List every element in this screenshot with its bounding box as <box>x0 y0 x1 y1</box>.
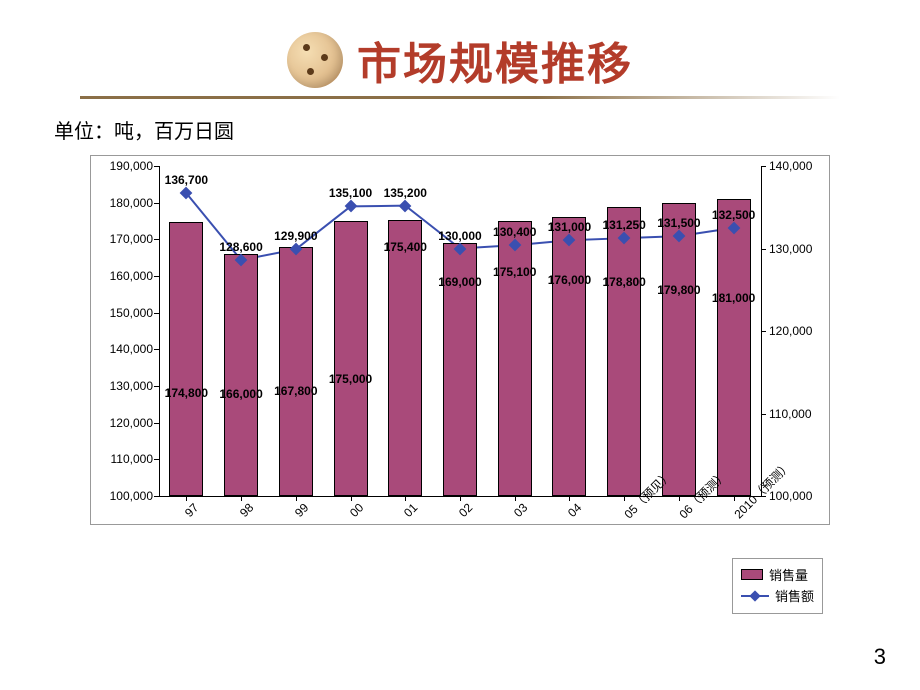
line-value-label: 130,400 <box>493 225 536 239</box>
bar-value-label: 179,800 <box>657 283 700 297</box>
chart-bar <box>552 217 586 496</box>
x-axis-category-label: 99 <box>292 501 311 520</box>
legend-swatch-line <box>741 590 769 602</box>
x-axis-category-label: 98 <box>237 501 256 520</box>
title-row: 市场规模推移 <box>0 0 920 92</box>
right-axis-tick-label: 110,000 <box>769 407 812 421</box>
left-axis-tick-label: 120,000 <box>110 416 153 430</box>
x-axis-category-label: 00 <box>347 501 366 520</box>
chart-plot-area: 174,800 136,700 166,000 128,600 167,800 129,9… <box>159 166 761 496</box>
line-value-label: 131,250 <box>602 218 645 232</box>
chart-bar <box>169 222 203 496</box>
line-value-label: 132,500 <box>712 208 755 222</box>
bar-value-label: 175,000 <box>329 372 372 386</box>
left-axis-tick-label: 180,000 <box>110 196 153 210</box>
x-axis-category-label: 03 <box>511 501 530 520</box>
legend-label-bar: 销售量 <box>769 565 808 584</box>
right-axis-tick-label: 120,000 <box>769 324 812 338</box>
right-axis-tick-label: 130,000 <box>769 242 812 256</box>
x-axis-category-label: 01 <box>401 501 420 520</box>
chart-container: 174,800 136,700 166,000 128,600 167,800 129,9… <box>90 155 830 525</box>
legend-series-line: 销售额 <box>741 586 814 605</box>
line-value-label: 135,200 <box>384 186 427 200</box>
chart-bar <box>717 199 751 496</box>
line-value-label: 128,600 <box>219 240 262 254</box>
chart-bar <box>498 221 532 496</box>
bar-value-label: 181,000 <box>712 291 755 305</box>
page-title: 市场规模推移 <box>357 28 633 92</box>
right-axis-tick-label: 140,000 <box>769 159 812 173</box>
line-value-label: 131,500 <box>657 216 700 230</box>
bar-value-label: 166,000 <box>219 387 262 401</box>
title-underline <box>80 96 840 99</box>
line-value-label: 136,700 <box>165 173 208 187</box>
line-value-label: 131,000 <box>548 220 591 234</box>
bar-value-label: 175,100 <box>493 265 536 279</box>
chart-bar <box>224 254 258 496</box>
left-axis-tick-label: 160,000 <box>110 269 153 283</box>
line-value-label: 135,100 <box>329 186 372 200</box>
chart-bar <box>334 221 368 496</box>
left-axis-tick-label: 140,000 <box>110 342 153 356</box>
left-axis-tick-label: 130,000 <box>110 379 153 393</box>
line-value-label: 129,900 <box>274 229 317 243</box>
legend-label-line: 销售额 <box>775 586 814 605</box>
bar-value-label: 176,000 <box>548 273 591 287</box>
right-axis-tick-label: 100,000 <box>769 489 812 503</box>
bar-value-label: 175,400 <box>384 240 427 254</box>
x-axis-category-label: 04 <box>565 501 584 520</box>
chart-bar <box>607 207 641 496</box>
chart-legend: 销售量 销售额 <box>732 558 823 614</box>
bar-value-label: 178,800 <box>602 275 645 289</box>
chart-bar <box>388 220 422 496</box>
legend-swatch-bar <box>741 569 763 580</box>
left-axis-tick-label: 170,000 <box>110 232 153 246</box>
chart-bar <box>279 247 313 496</box>
left-axis-tick-label: 190,000 <box>110 159 153 173</box>
left-axis-tick-label: 150,000 <box>110 306 153 320</box>
unit-label: 单位：吨，百万日圆 <box>54 115 920 144</box>
x-axis-category-label: 02 <box>456 501 475 520</box>
bar-value-label: 174,800 <box>165 386 208 400</box>
line-value-label: 130,000 <box>438 229 481 243</box>
x-axis-category-label: 97 <box>182 501 201 520</box>
chart-bar <box>662 203 696 496</box>
bar-value-label: 169,000 <box>438 275 481 289</box>
bar-value-label: 167,800 <box>274 384 317 398</box>
legend-series-bar: 销售量 <box>741 565 814 584</box>
cookie-icon <box>287 32 343 88</box>
page-number: 3 <box>874 644 886 670</box>
left-axis-tick-label: 100,000 <box>110 489 153 503</box>
left-axis-tick-label: 110,000 <box>111 452 154 466</box>
